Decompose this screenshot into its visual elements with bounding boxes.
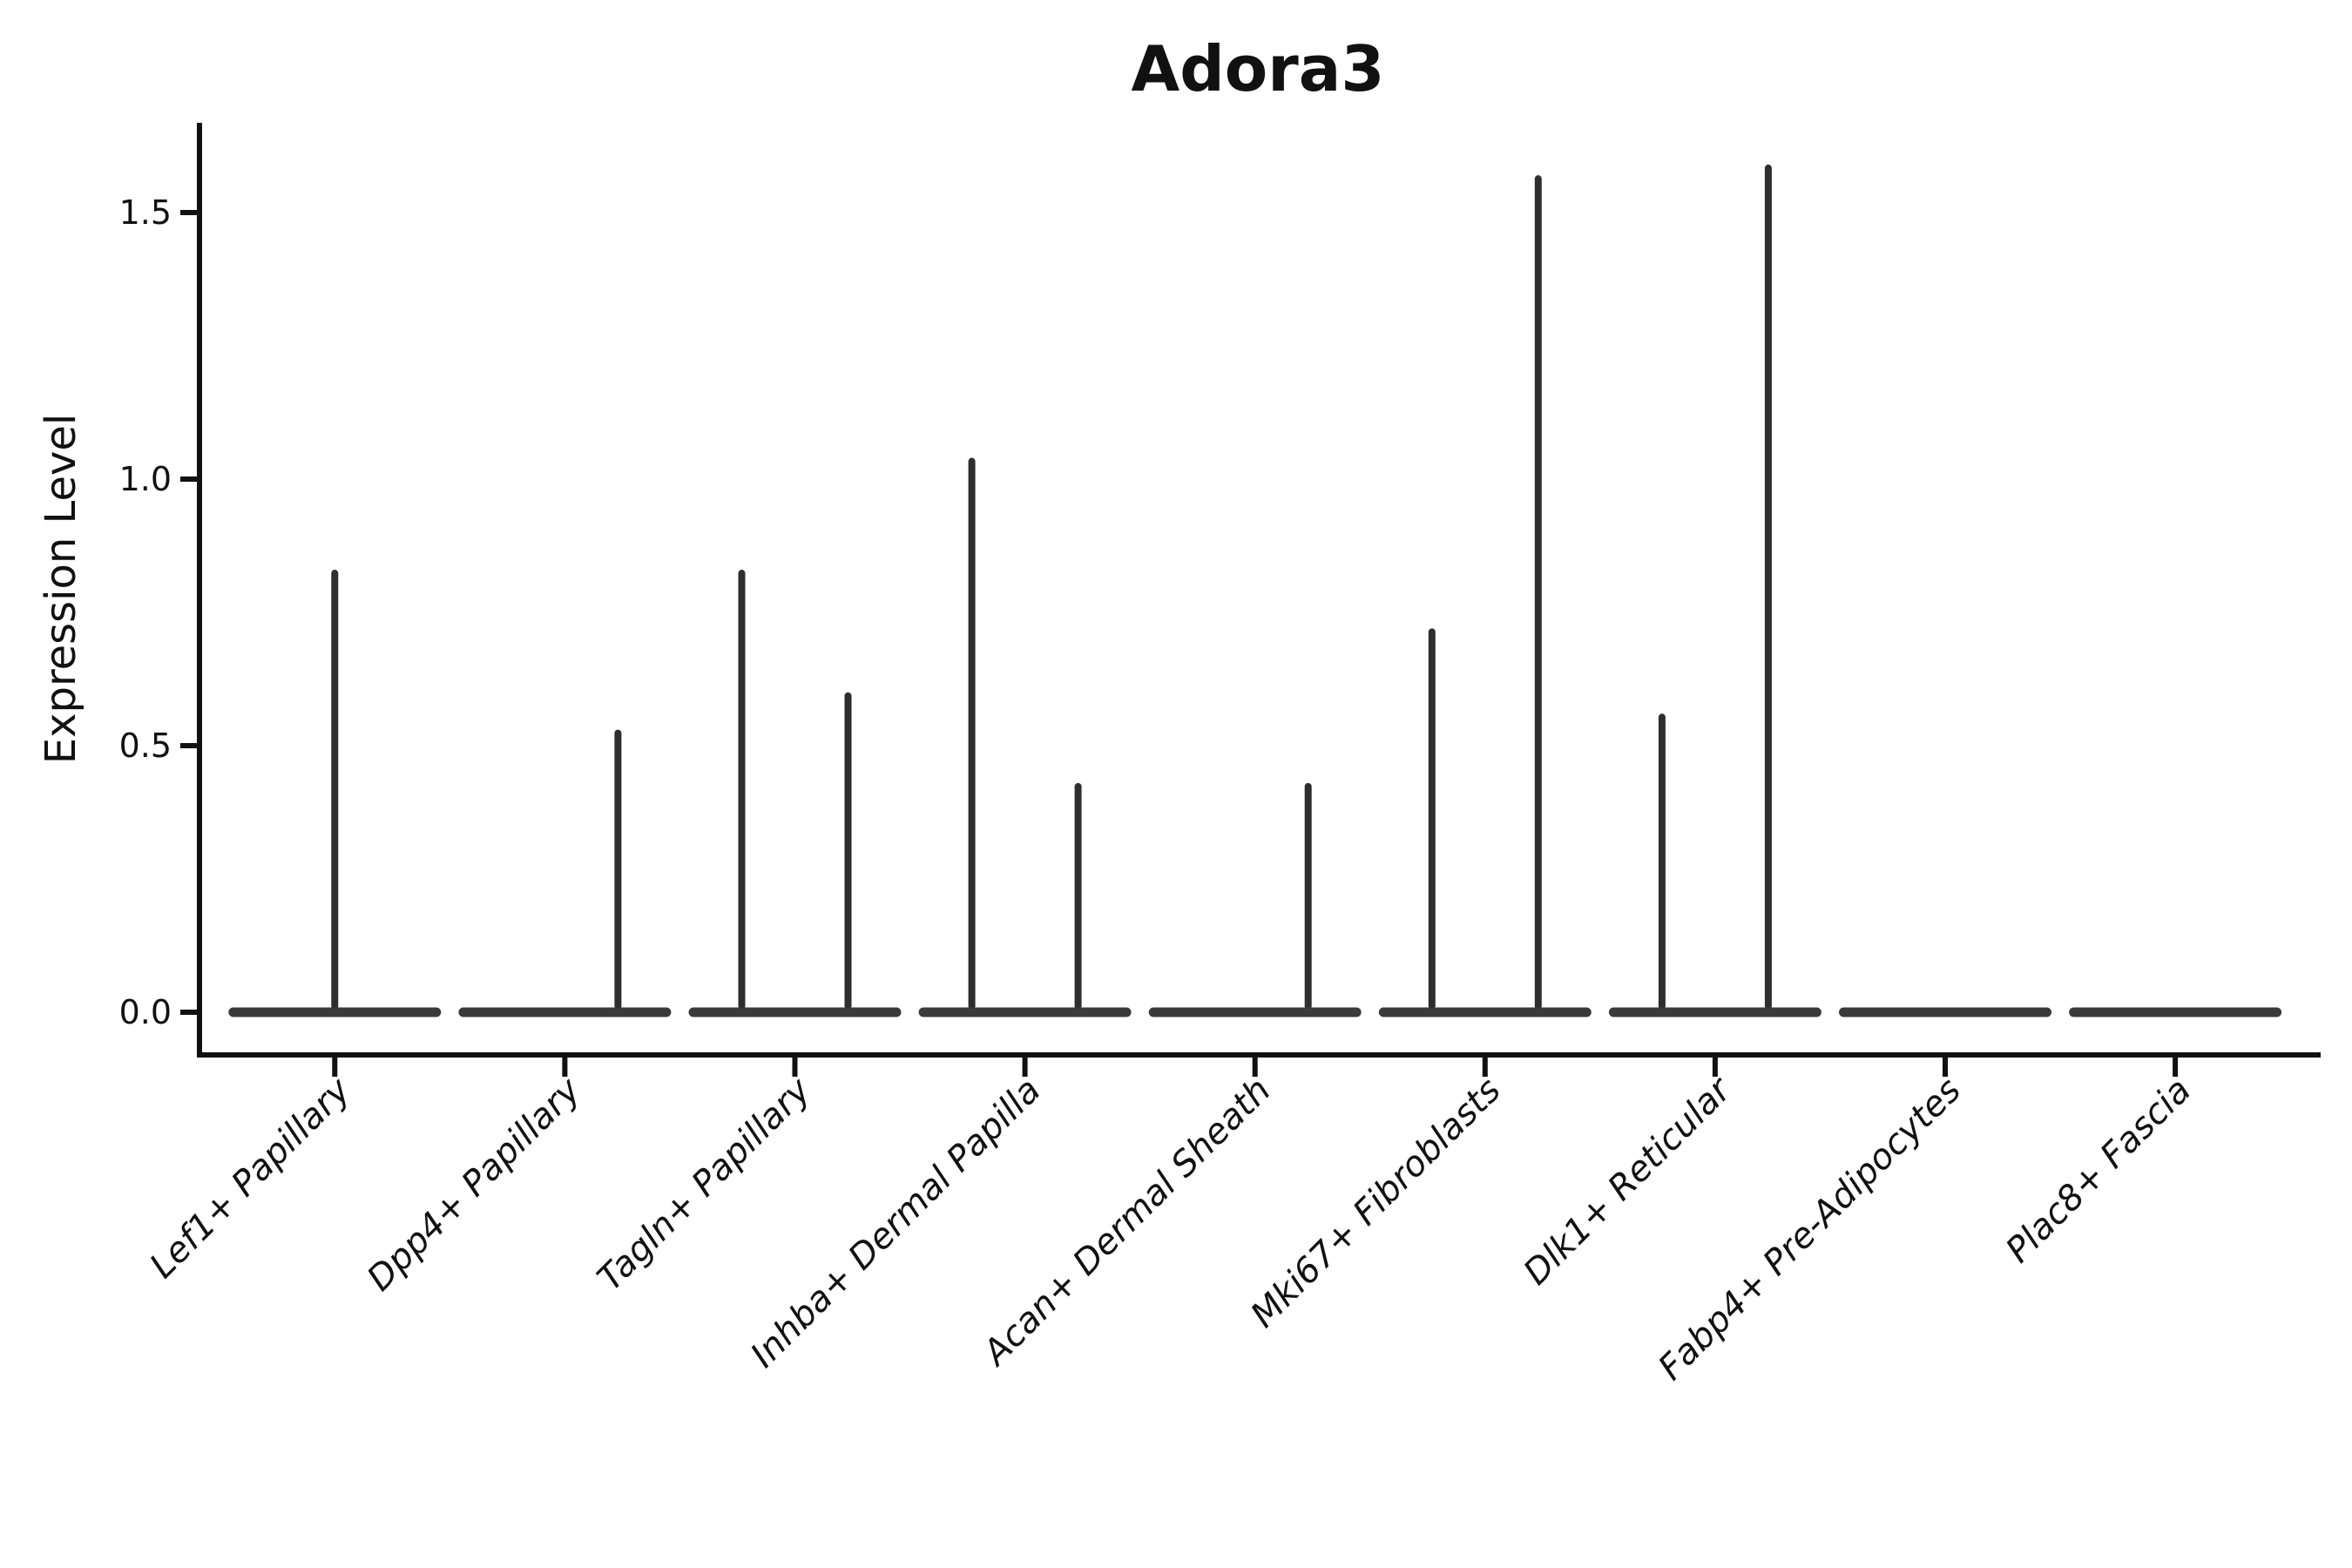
violin-spike [1658,713,1666,1010]
y-tick-label: 0.0 [119,993,172,1031]
violin-spike [968,457,976,1010]
y-axis-label: Expression Level [37,414,85,765]
violin-5 [1148,782,1362,1017]
x-tick-label: Dpp4+ Papillary [360,1070,589,1299]
violins-layer [228,164,2282,1017]
x-axis-labels: Lef1+ Papillary Dpp4+ Papillary Tagln+ Pap… [142,1069,2199,1389]
y-tick-mark [180,476,199,482]
violin-baseline [1839,1007,2051,1017]
violin-baseline [458,1007,672,1017]
x-tick-label: Dlk1+ Reticular [1516,1069,1740,1293]
violin-baseline [1378,1007,1592,1017]
x-tick-label: Lef1+ Papillary [142,1070,359,1287]
bottom-spine [197,1052,2321,1058]
axes-spines [197,123,2321,1058]
x-tick-mark [1252,1058,1258,1077]
x-tick-mark [562,1058,568,1077]
violin-spike [614,729,622,1010]
violin-spike [1428,628,1436,1010]
x-tick-label: Plac8+ Fascia [1998,1071,2199,1271]
violin-6 [1378,175,1592,1017]
x-tick-label: Tagln+ Papillary [590,1070,819,1299]
violin-spike [1074,782,1082,1010]
chart-title: Adora3 [1132,32,1385,105]
violin-spike [331,570,339,1010]
x-tick-mark [792,1058,798,1077]
violin-baseline [228,1007,442,1017]
violin-7 [1608,164,1821,1017]
x-tick-mark [1943,1058,1948,1077]
violin-spike [1304,782,1312,1010]
left-spine [197,123,202,1058]
x-axis-ticks [332,1058,2179,1077]
y-tick-mark [180,210,199,215]
violin-baseline [2069,1007,2282,1017]
x-tick-mark [1022,1058,1028,1077]
y-tick-label: 0.5 [119,727,172,765]
violin-baseline [1148,1007,1362,1017]
violin-spike [844,692,852,1010]
y-tick-mark [180,743,199,748]
violin-8 [1839,1007,2051,1017]
violin-baseline [918,1007,1132,1017]
violin-3 [688,570,902,1017]
violin-spike [1534,175,1542,1010]
violin-2 [458,729,672,1017]
x-tick-label: Mki67+ Fibroblasts [1243,1071,1509,1336]
violin-baseline [1608,1007,1821,1017]
violin-spike [1764,164,1772,1010]
violin-4 [918,457,1132,1017]
violin-1 [228,570,442,1017]
y-tick-mark [180,1010,199,1015]
x-tick-mark [2173,1058,2179,1077]
violin-baseline [688,1007,902,1017]
y-tick-label: 1.5 [119,193,172,232]
x-tick-mark [332,1058,338,1077]
y-tick-label: 1.0 [119,460,172,498]
x-tick-mark [1482,1058,1488,1077]
x-tick-mark [1712,1058,1718,1077]
violin-spike [738,570,746,1010]
y-axis-ticks: 0.0 0.5 1.0 1.5 [119,193,199,1031]
violin-9 [2069,1007,2282,1017]
